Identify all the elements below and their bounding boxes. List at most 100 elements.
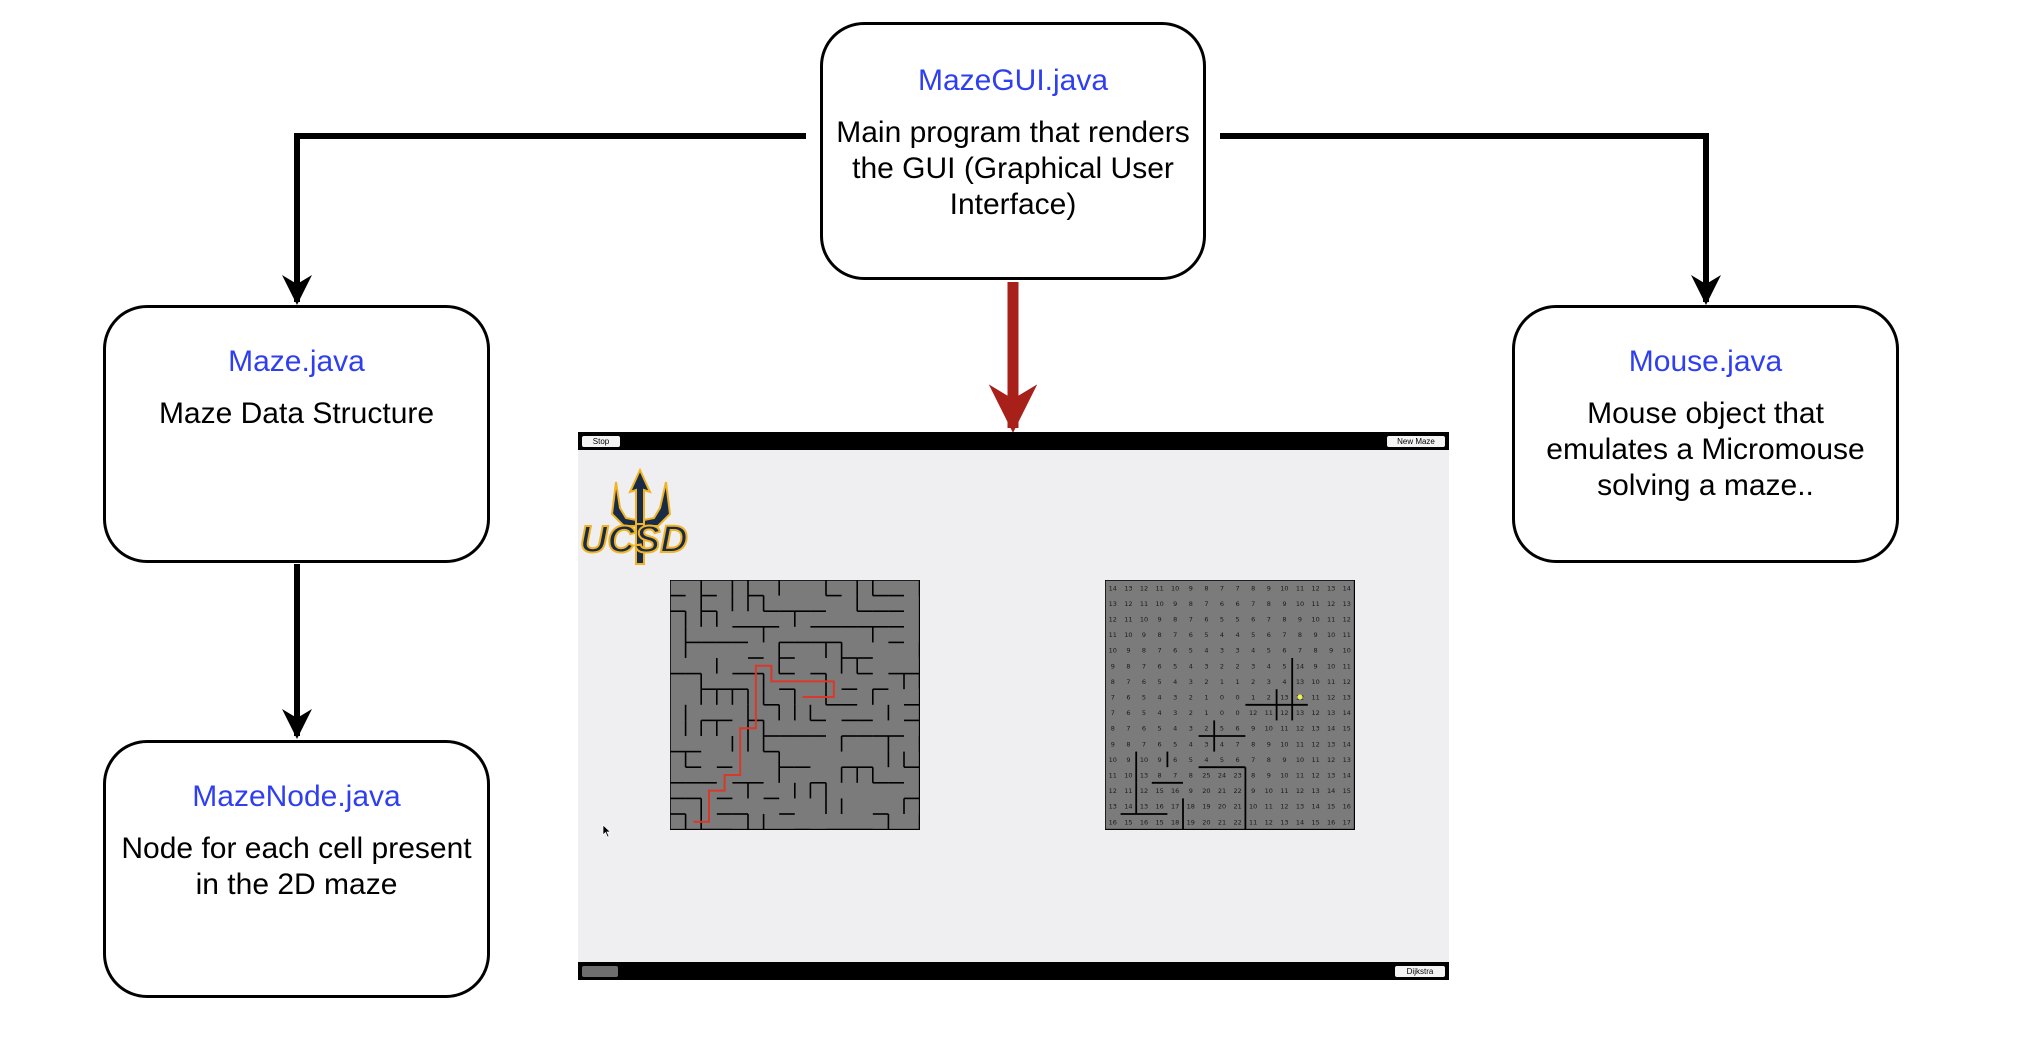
- distance-cell: 3: [1204, 740, 1208, 748]
- mazenode-title: MazeNode.java: [192, 780, 401, 813]
- distance-cell: 14: [1343, 772, 1351, 780]
- distance-cell: 5: [1204, 631, 1208, 639]
- distance-cell: 17: [1343, 818, 1351, 826]
- distance-cell: 6: [1251, 616, 1255, 624]
- distance-cell: 13: [1109, 600, 1117, 608]
- distance-cell: 13: [1343, 694, 1351, 702]
- distance-cell: 8: [1142, 647, 1146, 655]
- distance-cell: 5: [1173, 662, 1177, 670]
- distance-cell: 12: [1296, 787, 1304, 795]
- distance-cell: 1: [1204, 709, 1208, 717]
- distance-cell: 9: [1173, 600, 1177, 608]
- distance-cell: 5: [1189, 647, 1193, 655]
- distance-cell: 9: [1158, 616, 1162, 624]
- distance-cell: 4: [1158, 694, 1162, 702]
- distance-cell: 13: [1280, 694, 1288, 702]
- distance-cell: 9: [1298, 616, 1302, 624]
- distance-cell: 10: [1171, 584, 1179, 592]
- distance-cell: 2: [1267, 694, 1271, 702]
- distance-cell: 7: [1204, 600, 1208, 608]
- distance-cell: 24: [1218, 772, 1226, 780]
- distance-cell: 7: [1126, 725, 1130, 733]
- distance-cell: 9: [1267, 584, 1271, 592]
- arrow-gui-to-maze: [282, 133, 806, 305]
- distance-cell: 14: [1124, 803, 1132, 811]
- distance-cell: 20: [1202, 818, 1210, 826]
- distance-cell: 6: [1126, 694, 1130, 702]
- distance-cell: 14: [1311, 803, 1319, 811]
- distance-cell: 8: [1189, 772, 1193, 780]
- distance-cell: 10: [1327, 662, 1335, 670]
- distance-cell: 13: [1140, 803, 1148, 811]
- distance-cell: 21: [1218, 818, 1226, 826]
- dijkstra-button[interactable]: Dijkstra: [1395, 966, 1445, 977]
- distance-cell: 7: [1173, 772, 1177, 780]
- distance-cell: 14: [1343, 584, 1351, 592]
- mazegui-title: MazeGUI.java: [917, 64, 1109, 97]
- distance-cell: 2: [1204, 725, 1208, 733]
- distance-cell: 0: [1220, 694, 1224, 702]
- distance-cell: 14: [1343, 740, 1351, 748]
- distance-cell: 13: [1327, 772, 1335, 780]
- distance-cell: 13: [1124, 584, 1132, 592]
- distance-cell: 10: [1296, 756, 1304, 764]
- distance-cell: 9: [1189, 584, 1193, 592]
- distance-cell: 7: [1298, 647, 1302, 655]
- new-maze-button[interactable]: New Maze: [1387, 436, 1445, 447]
- distance-cell: 5: [1267, 647, 1271, 655]
- distance-cell: 15: [1327, 803, 1335, 811]
- distance-cell: 9: [1314, 662, 1318, 670]
- distance-cell: 8: [1267, 600, 1271, 608]
- distance-cell: 11: [1327, 616, 1335, 624]
- distance-cell: 12: [1249, 709, 1257, 717]
- distance-cell: 8: [1251, 584, 1255, 592]
- distance-cell: 7: [1236, 740, 1240, 748]
- speed-slider[interactable]: [582, 966, 618, 977]
- distance-cell: 3: [1204, 662, 1208, 670]
- distance-cell: 10: [1249, 803, 1257, 811]
- distance-cell: 7: [1111, 694, 1115, 702]
- distance-cell: 13: [1343, 756, 1351, 764]
- distance-cell: 4: [1267, 662, 1271, 670]
- distance-cell: 0: [1220, 709, 1224, 717]
- distance-cell: 12: [1311, 584, 1319, 592]
- distance-cell: 6: [1158, 740, 1162, 748]
- distance-cell: 6: [1173, 756, 1177, 764]
- distance-cell: 22: [1233, 787, 1241, 795]
- distance-cell: 9: [1329, 647, 1333, 655]
- distance-cell: 12: [1343, 616, 1351, 624]
- distance-cell: 9: [1314, 631, 1318, 639]
- distance-cell: 10: [1343, 647, 1351, 655]
- stop-button[interactable]: Stop: [582, 436, 620, 447]
- distance-cell: 11: [1109, 631, 1117, 639]
- distance-cell: 8: [1267, 756, 1271, 764]
- distance-cell: 5: [1142, 694, 1146, 702]
- distance-cell: 14: [1296, 662, 1304, 670]
- distance-cell: 15: [1155, 818, 1163, 826]
- distance-cell: 9: [1282, 756, 1286, 764]
- distance-cell: 3: [1267, 678, 1271, 686]
- distance-cell: 16: [1155, 803, 1163, 811]
- distance-cell: 8: [1189, 600, 1193, 608]
- distance-cell: 0: [1236, 709, 1240, 717]
- distance-cell: 10: [1124, 772, 1132, 780]
- distance-cell: 12: [1311, 709, 1319, 717]
- distance-cell: 3: [1220, 647, 1224, 655]
- distance-cell: 12: [1124, 600, 1132, 608]
- distance-cell: 10: [1124, 631, 1132, 639]
- distance-cell: 4: [1236, 631, 1240, 639]
- distance-cell: 10: [1155, 600, 1163, 608]
- distance-cell: 5: [1251, 631, 1255, 639]
- distance-cell: 13: [1327, 740, 1335, 748]
- distance-cell: 6: [1282, 647, 1286, 655]
- distance-cell: 11: [1280, 725, 1288, 733]
- top-toolbar: Stop New Maze: [578, 432, 1449, 450]
- distance-cell: 13: [1296, 803, 1304, 811]
- arrow-cursor-icon: [602, 824, 612, 838]
- maze-description: Maze Data Structure: [158, 397, 435, 430]
- distance-cell: 2: [1189, 694, 1193, 702]
- distance-cell: 1: [1236, 678, 1240, 686]
- distance-cell: 12: [1327, 694, 1335, 702]
- distance-cell: 11: [1296, 740, 1304, 748]
